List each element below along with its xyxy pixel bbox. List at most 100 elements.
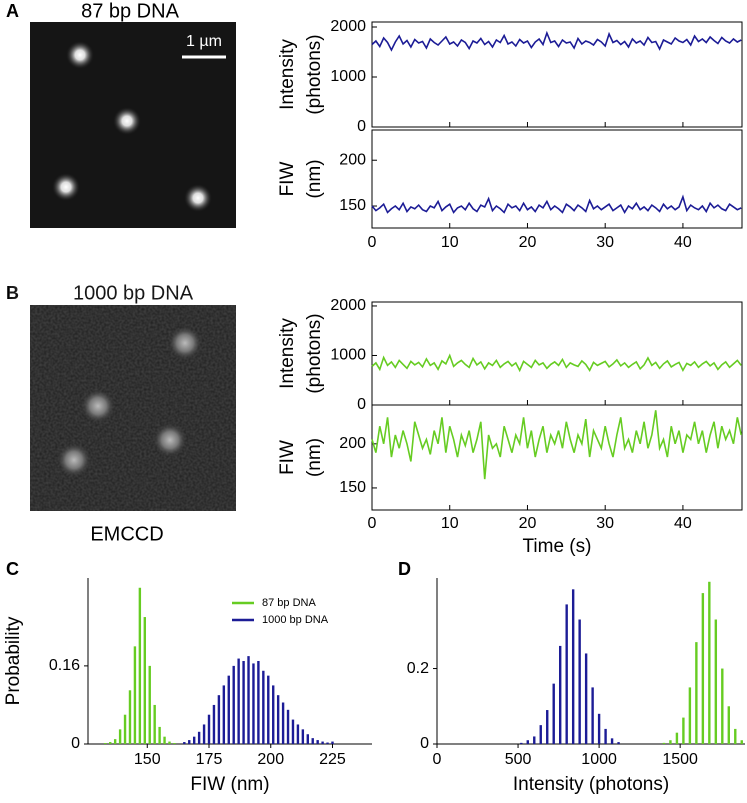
legend-label: 87 bp DNA xyxy=(262,597,316,609)
spot xyxy=(52,173,80,201)
histogram-bar xyxy=(267,675,270,744)
histogram-bar xyxy=(227,675,230,744)
x-tick-label: 200 xyxy=(257,751,284,768)
histogram-bar xyxy=(217,695,221,744)
histogram-bar xyxy=(252,663,255,744)
y-tick-label: 0 xyxy=(357,118,366,135)
histogram-bar xyxy=(207,714,211,744)
x-tick-label: 20 xyxy=(519,515,537,532)
y-axis-label: FIW xyxy=(277,162,298,197)
plot-frame xyxy=(371,404,743,511)
histogram-bar xyxy=(286,709,290,744)
histogram-bar xyxy=(311,738,314,744)
x-tick-label: 0 xyxy=(368,515,377,532)
histogram-bar xyxy=(617,742,620,744)
histogram-bar xyxy=(584,653,588,744)
histogram-bar xyxy=(183,742,186,744)
histogram-bar xyxy=(662,742,666,744)
spot xyxy=(113,107,141,135)
histogram-bar xyxy=(143,617,146,744)
x-axis-label: Time (s) xyxy=(523,536,592,557)
y-axis-label: Intensity xyxy=(277,39,298,110)
spot xyxy=(66,41,94,69)
histogram-bar xyxy=(173,743,176,744)
x-tick-label: 1000 xyxy=(581,751,617,768)
x-tick-label: 40 xyxy=(674,515,692,532)
histogram-bar xyxy=(533,736,536,744)
x-tick-label: 175 xyxy=(196,751,223,768)
histogram-bar xyxy=(247,656,250,744)
panel-label: B xyxy=(6,283,19,303)
x-tick-label: 30 xyxy=(596,234,614,251)
histogram-bar xyxy=(591,687,594,744)
histogram-bar xyxy=(571,589,575,744)
trace xyxy=(371,353,742,373)
trace xyxy=(371,30,742,52)
y-tick-label: 0 xyxy=(71,735,80,752)
image-title: 87 bp DNA xyxy=(81,0,179,22)
histogram-bar xyxy=(682,717,685,744)
x-axis-label: Intensity (photons) xyxy=(513,774,669,795)
x-tick-label: 10 xyxy=(441,234,459,251)
scale-bar-label: 1 µm xyxy=(186,33,222,50)
y-tick-label: 1000 xyxy=(330,347,366,364)
histogram-bar xyxy=(539,725,542,744)
x-tick-label: 0 xyxy=(433,751,442,768)
histogram-bar xyxy=(565,604,568,744)
histogram-bar xyxy=(675,732,679,744)
plot-frame xyxy=(371,129,743,229)
histogram-bar xyxy=(604,728,607,744)
spot xyxy=(81,389,115,423)
histogram-bar xyxy=(192,736,196,744)
y-tick-label: 150 xyxy=(339,197,366,214)
image-title: 1000 bp DNA xyxy=(73,282,194,304)
histogram-bar xyxy=(242,661,245,744)
panel-label: C xyxy=(6,559,19,579)
y-axis-label: (nm) xyxy=(304,438,325,477)
histogram-bar xyxy=(138,587,142,744)
histogram-bar xyxy=(610,738,614,744)
histogram-bar xyxy=(714,619,718,744)
panel-label: A xyxy=(6,1,19,21)
histogram-bar xyxy=(695,642,698,744)
histogram-bar xyxy=(197,731,201,744)
y-tick-label: 0.2 xyxy=(407,660,429,677)
histogram-bar xyxy=(153,704,156,744)
histogram-bar xyxy=(257,661,260,744)
y-tick-label: 1000 xyxy=(330,68,366,85)
image-caption: EMCCD xyxy=(90,523,163,545)
panel-label: D xyxy=(398,559,411,579)
histogram-bar xyxy=(546,710,549,744)
spot xyxy=(153,423,187,457)
histogram-bar xyxy=(520,742,523,744)
histogram-bar xyxy=(272,685,275,744)
trace xyxy=(371,194,742,215)
histogram-bar xyxy=(123,714,127,744)
x-tick-label: 1500 xyxy=(662,751,698,768)
histogram-bar xyxy=(316,740,319,744)
x-axis-label: FIW (nm) xyxy=(190,774,269,795)
histogram-bar xyxy=(688,687,692,744)
histogram-bar xyxy=(740,740,743,744)
legend-label: 1000 bp DNA xyxy=(262,614,329,626)
histogram-bar xyxy=(163,736,166,744)
y-tick-label: 0 xyxy=(420,735,429,752)
x-tick-label: 20 xyxy=(519,234,537,251)
histogram-bar xyxy=(597,713,601,744)
histogram-bar xyxy=(109,742,112,744)
y-tick-label: 0 xyxy=(357,396,366,413)
histogram-bar xyxy=(104,743,107,744)
histogram-bar xyxy=(133,646,137,744)
histogram-bar xyxy=(326,742,329,744)
histogram-bar xyxy=(578,619,581,744)
histogram-bar xyxy=(669,740,672,744)
histogram-bar xyxy=(708,581,711,744)
histogram-bar xyxy=(168,741,171,744)
histogram-bar xyxy=(232,665,235,744)
x-tick-label: 225 xyxy=(319,751,346,768)
histogram-bar xyxy=(158,726,161,744)
histogram-bar xyxy=(301,729,305,744)
histogram-bar xyxy=(734,728,737,744)
y-tick-label: 2000 xyxy=(330,297,366,314)
